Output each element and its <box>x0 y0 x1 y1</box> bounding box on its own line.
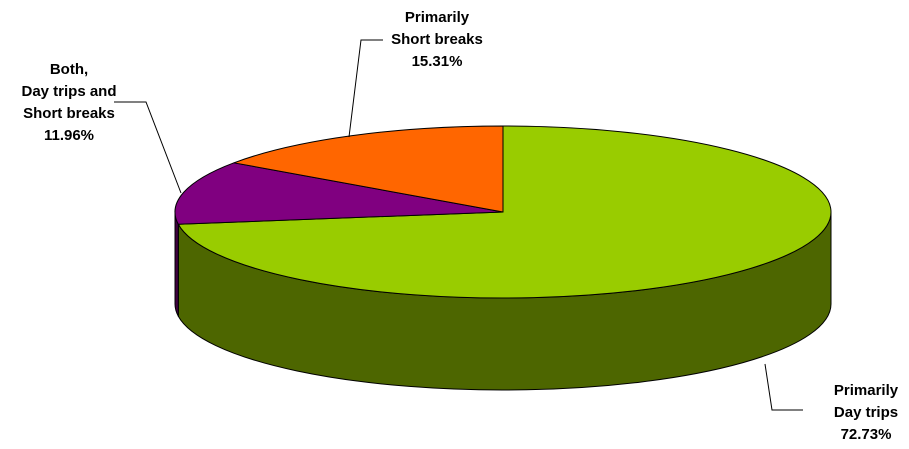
leader-line-primarily-short-breaks <box>348 39 383 138</box>
slice-label-both-day-trips-and-short-breaks-line-3: Short breaks <box>23 105 115 122</box>
slice-label-primarily-day-trips-line-2: Day trips <box>834 404 898 421</box>
slice-label-primarily-short-breaks-line-2: Short breaks <box>391 31 483 48</box>
pie-slice-primarily-day-trips <box>177 125 832 299</box>
slice-label-primarily-day-trips-line-1: Primarily <box>834 382 899 399</box>
leader-line-both-day-trips-and-short-breaks <box>114 101 182 194</box>
pie-side-both-day-trips-and-short-breaks <box>174 211 179 317</box>
slice-label-both-day-trips-and-short-breaks-line-1: Both, <box>50 61 88 78</box>
slice-percent-both-day-trips-and-short-breaks: 11.96% <box>44 127 94 144</box>
slice-percent-primarily-day-trips: 72.73% <box>841 426 892 443</box>
pie-slice-both-day-trips-and-short-breaks <box>174 162 504 225</box>
leader-line-primarily-day-trips <box>764 363 803 411</box>
pie-slice-primarily-short-breaks <box>233 125 504 213</box>
slice-percent-primarily-short-breaks: 15.31% <box>412 53 463 70</box>
slice-label-both-day-trips-and-short-breaks-line-2: Day trips and <box>21 83 116 100</box>
slice-label-primarily-short-breaks-line-1: Primarily <box>405 9 470 26</box>
